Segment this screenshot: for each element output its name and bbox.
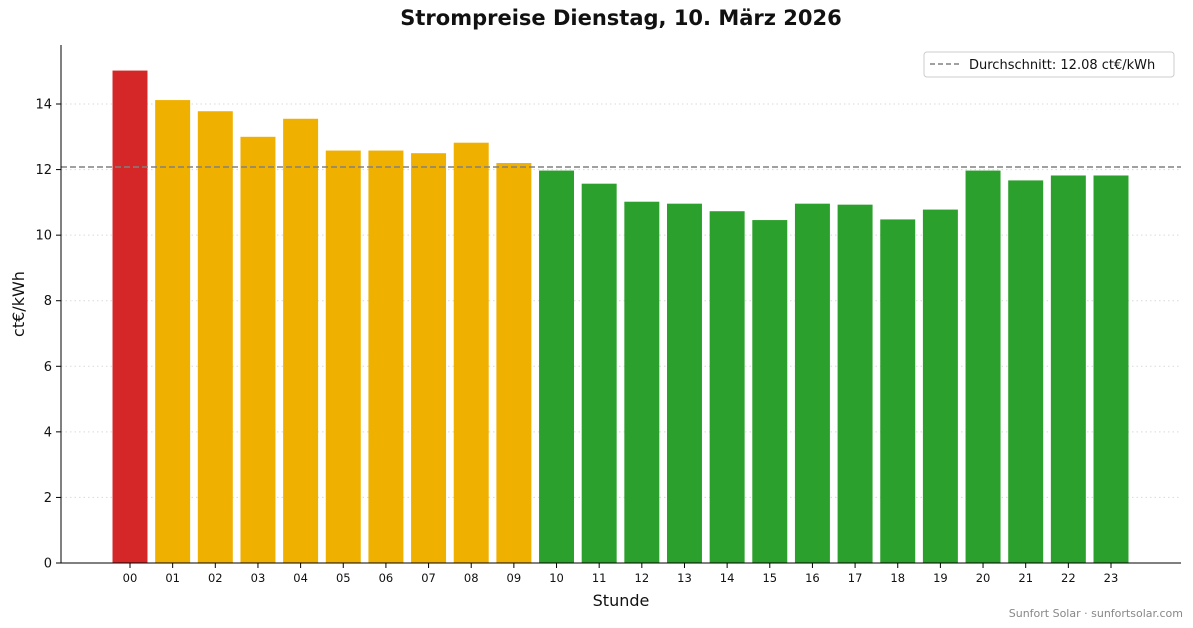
bar-03	[240, 136, 276, 563]
x-tick-label: 18	[890, 571, 905, 585]
bar-19	[922, 209, 958, 563]
bar-10	[539, 170, 575, 563]
footer-credit: Sunfort Solar · sunfortsolar.com	[1009, 607, 1183, 620]
bar-09	[496, 163, 532, 563]
x-tick-label: 11	[592, 571, 607, 585]
bar-18	[880, 219, 916, 563]
y-tick-label: 12	[35, 163, 52, 178]
bar-11	[581, 183, 617, 563]
x-tick-label: 22	[1061, 571, 1076, 585]
y-tick-label: 4	[44, 425, 52, 440]
bar-04	[283, 118, 319, 564]
y-tick-label: 14	[35, 98, 52, 113]
bar-07	[411, 153, 447, 563]
x-ticks: 00 01 02 03 04 05 06 07 08 09 10 11 12 13 14 15 16 17 18 19…	[123, 563, 1119, 585]
x-tick-label: 02	[208, 571, 223, 585]
y-ticks: 0 2 4 6 8 10 12 14	[35, 98, 61, 572]
bar-00	[112, 70, 148, 564]
x-tick-label: 17	[848, 571, 863, 585]
bar-05	[325, 150, 361, 564]
bar-17	[837, 204, 873, 563]
legend-label: Durchschnitt: 12.08 ct€/kWh	[969, 58, 1155, 73]
y-tick-label: 6	[44, 360, 52, 375]
y-tick-label: 8	[44, 294, 52, 309]
x-tick-label: 20	[976, 571, 991, 585]
y-axis-label: ct€/kWh	[9, 271, 28, 337]
chart-title: Strompreise Dienstag, 10. März 2026	[400, 6, 841, 30]
bar-14	[709, 211, 745, 563]
bar-08	[453, 142, 489, 563]
bar-13	[666, 203, 702, 564]
x-tick-label: 00	[123, 571, 138, 585]
bar-12	[624, 201, 660, 563]
x-tick-label: 08	[464, 571, 479, 585]
x-tick-label: 07	[421, 571, 436, 585]
legend-box	[923, 51, 1175, 78]
bar-20	[965, 170, 1001, 563]
x-tick-label: 04	[293, 571, 308, 585]
bar-15	[752, 220, 788, 563]
x-tick-label: 09	[507, 571, 522, 585]
x-tick-label: 16	[805, 571, 820, 585]
bars	[112, 70, 1129, 564]
legend: Durchschnitt: 12.08 ct€/kWh	[923, 51, 1175, 78]
y-tick-label: 2	[44, 491, 52, 506]
x-axis-label: Stunde	[593, 591, 650, 610]
bar-06	[368, 150, 404, 564]
x-tick-label: 21	[1018, 571, 1033, 585]
y-tick-label: 0	[44, 557, 52, 572]
bar-16	[794, 203, 830, 564]
x-tick-label: 12	[635, 571, 650, 585]
x-tick-label: 15	[762, 571, 777, 585]
x-tick-label: 05	[336, 571, 351, 585]
y-tick-label: 10	[35, 229, 52, 244]
bar-21	[1008, 180, 1044, 564]
x-tick-label: 01	[165, 571, 180, 585]
bar-01	[155, 100, 191, 563]
x-tick-label: 03	[251, 571, 266, 585]
x-tick-label: 13	[677, 571, 692, 585]
bar-23	[1093, 175, 1129, 563]
x-tick-label: 14	[720, 571, 735, 585]
x-tick-label: 06	[379, 571, 394, 585]
x-tick-label: 19	[933, 571, 948, 585]
bar-22	[1050, 175, 1086, 563]
x-tick-label: 23	[1104, 571, 1119, 585]
bar-02	[197, 111, 233, 564]
x-tick-label: 10	[549, 571, 564, 585]
